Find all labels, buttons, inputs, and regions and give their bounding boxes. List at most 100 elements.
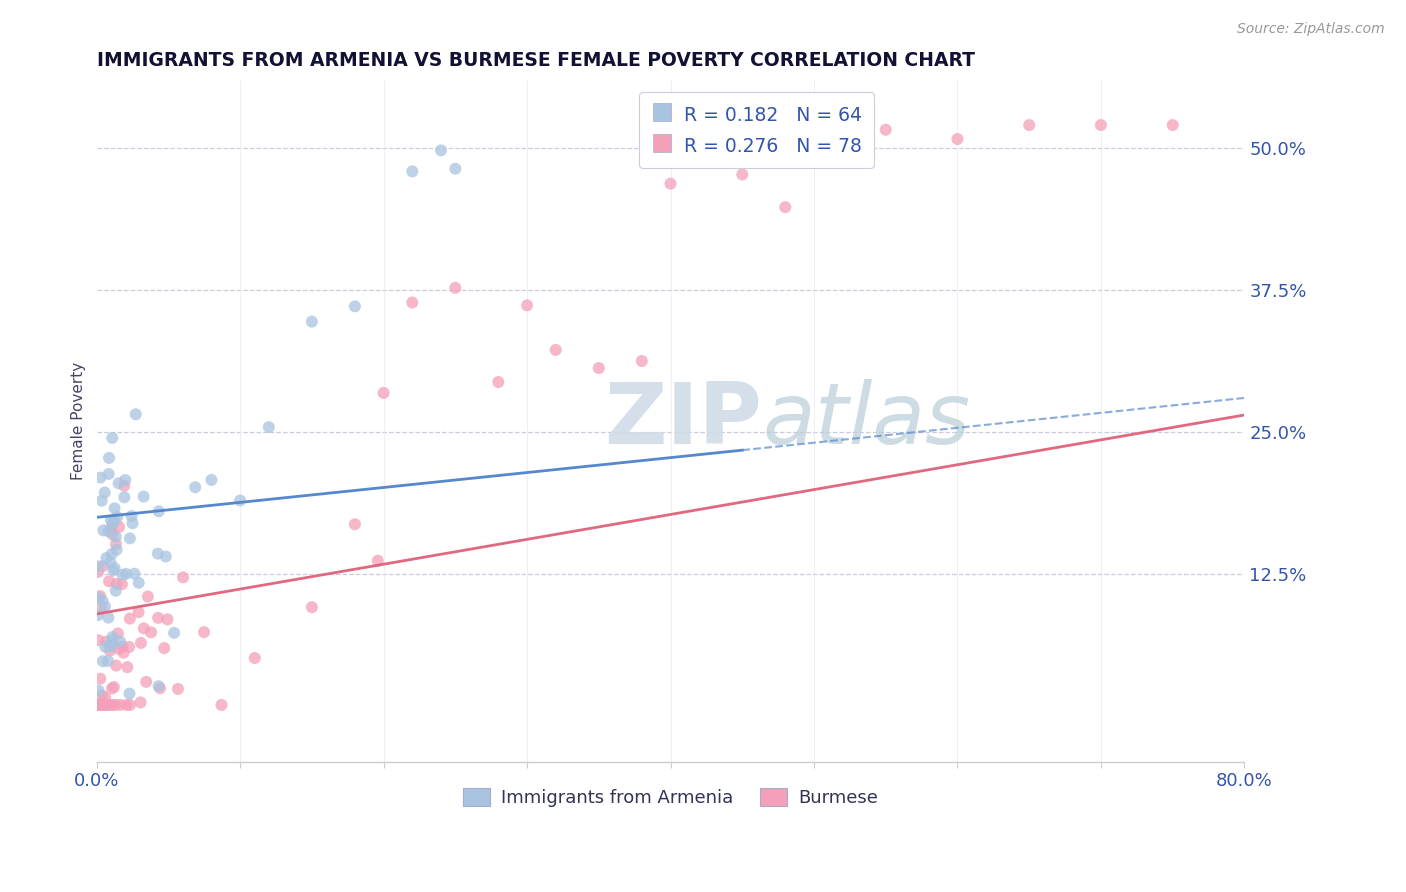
Point [343,299,366,313]
Point [118,687,141,701]
Point [115,698,138,712]
Point [1161,118,1184,132]
Point [89,589,111,603]
Point [101,527,124,541]
Point [96,551,118,566]
Point [100,555,122,569]
Point [121,509,143,524]
Point [156,612,179,626]
Point [112,479,135,493]
Point [115,566,138,581]
Point [87,698,110,712]
Point [125,407,148,421]
Point [101,633,124,648]
Point [93,485,115,500]
Point [444,281,467,295]
Point [100,522,122,536]
Point [148,504,170,518]
Point [96,698,118,712]
Point [111,577,134,591]
Point [104,537,127,551]
Point [110,634,132,648]
Point [211,698,233,712]
Text: Source: ZipAtlas.com: Source: ZipAtlas.com [1237,22,1385,37]
Point [129,636,152,650]
Point [103,514,125,528]
Point [111,567,134,582]
Point [1090,118,1112,132]
Point [114,473,136,487]
Point [101,516,124,531]
Point [101,431,124,445]
Point [91,654,114,668]
Point [100,636,122,650]
Point [87,559,110,574]
Point [544,343,567,357]
Point [153,641,176,656]
Point [97,654,120,668]
Point [101,698,124,712]
Point [136,590,159,604]
Point [444,161,467,176]
Point [108,641,131,656]
Point [112,491,135,505]
Point [103,564,125,578]
Point [101,681,124,696]
Point [172,570,194,584]
Point [128,605,150,619]
Point [103,561,125,575]
Point [516,298,538,312]
Point [105,658,128,673]
Point [98,698,121,712]
Point [108,520,131,534]
Point [98,450,121,465]
Point [343,517,366,532]
Point [101,630,124,644]
Point [146,547,169,561]
Point [301,600,323,615]
Point [367,554,389,568]
Point [128,575,150,590]
Point [89,698,111,712]
Point [146,611,169,625]
Point [200,473,222,487]
Point [100,513,122,527]
Point [107,476,129,491]
Point [104,698,127,712]
Point [94,599,117,614]
Point [401,295,423,310]
Point [97,524,120,539]
Point [373,385,395,400]
Point [103,680,125,694]
Point [105,542,128,557]
Point [90,493,112,508]
Point [112,646,135,660]
Point [588,361,610,376]
Point [105,510,128,524]
Point [118,640,141,654]
Point [93,524,115,538]
Point [91,559,114,574]
Point [121,516,143,531]
Point [155,549,177,564]
Point [89,470,111,484]
Point [731,168,754,182]
Point [87,683,110,698]
Point [91,593,114,607]
Text: ZIP: ZIP [605,379,762,462]
Point [430,144,453,158]
Point [111,640,134,654]
Y-axis label: Female Poverty: Female Poverty [72,361,86,480]
Text: IMMIGRANTS FROM ARMENIA VS BURMESE FEMALE POVERTY CORRELATION CHART: IMMIGRANTS FROM ARMENIA VS BURMESE FEMAL… [97,51,974,70]
Legend: Immigrants from Armenia, Burmese: Immigrants from Armenia, Burmese [456,780,886,814]
Point [87,698,110,712]
Point [87,591,110,605]
Point [946,132,969,146]
Point [87,608,110,623]
Point [98,643,121,657]
Point [243,651,266,665]
Point [139,625,162,640]
Point [124,566,146,581]
Point [97,467,120,481]
Point [486,375,509,389]
